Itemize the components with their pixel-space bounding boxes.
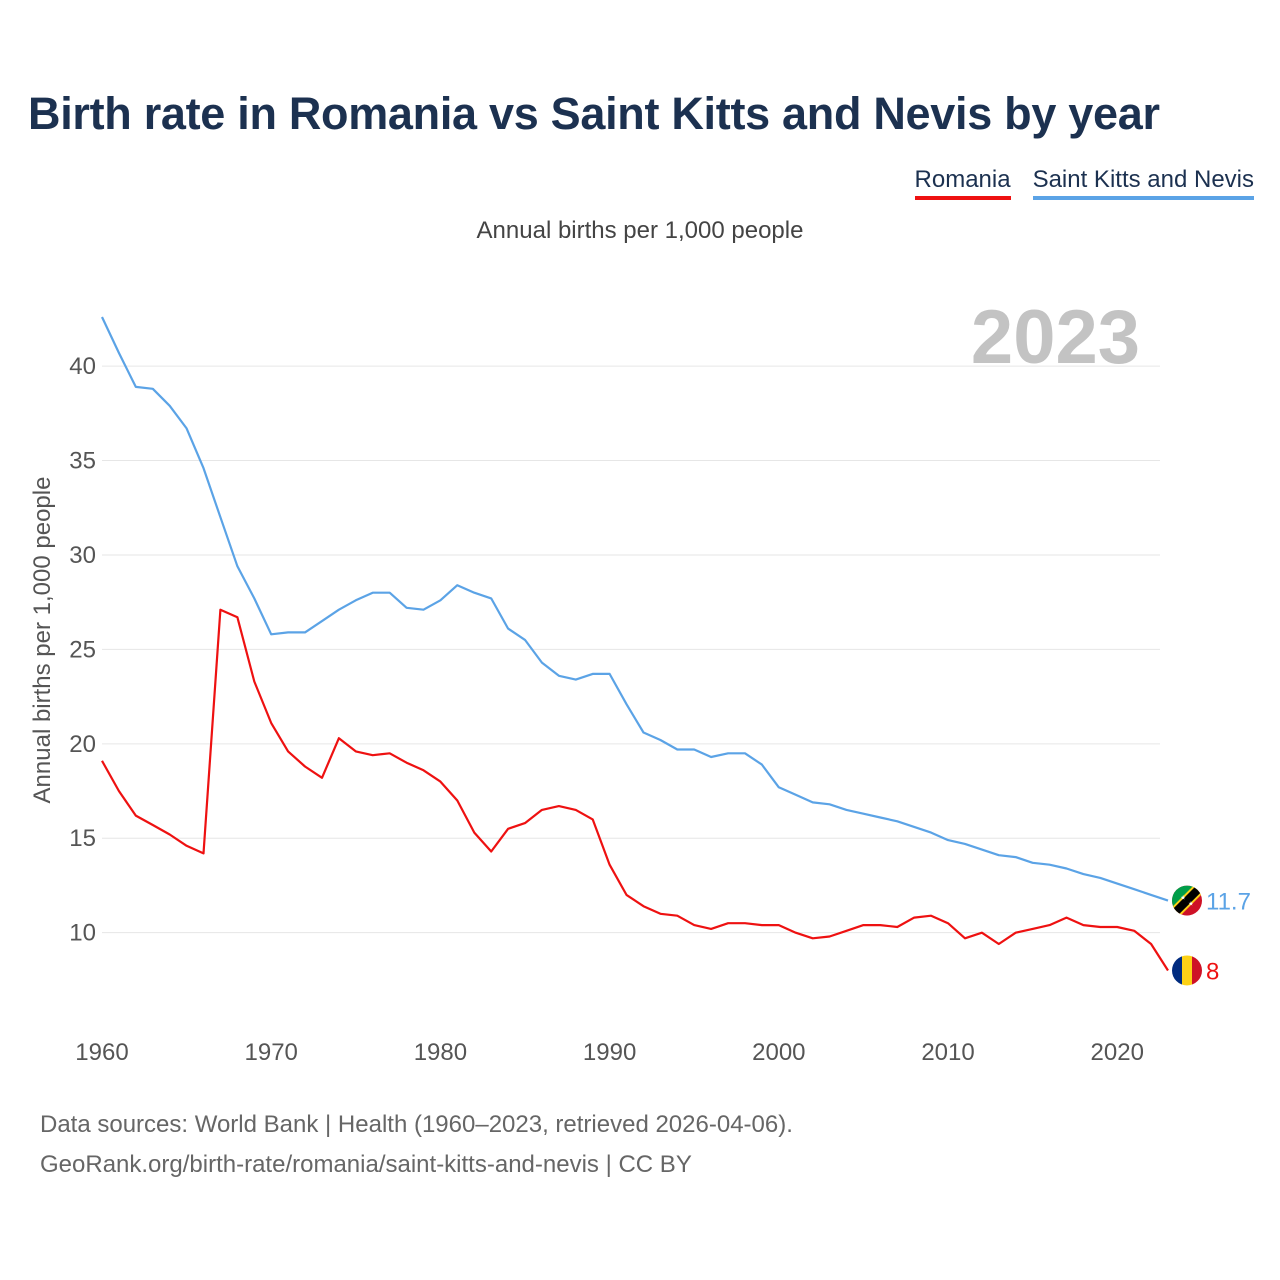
svg-text:★: ★ <box>1188 901 1193 908</box>
end-label-romania: 8 <box>1206 958 1219 985</box>
y-axis-ticks: 10 15 20 25 30 35 40 <box>69 353 96 947</box>
y-tick-label: 35 <box>69 448 96 475</box>
end-markers: ★ ★ <box>1172 885 1202 986</box>
x-axis-ticks: 1960 1970 1980 1990 2000 2010 2020 <box>75 1039 1144 1066</box>
x-tick-label: 2010 <box>921 1039 974 1066</box>
y-axis-label: Annual births per 1,000 people <box>29 477 56 804</box>
gridlines <box>102 365 1160 934</box>
x-tick-label: 1960 <box>75 1039 128 1066</box>
romania-flag-icon <box>1172 955 1202 986</box>
x-tick-label: 2020 <box>1091 1039 1144 1066</box>
saint-kitts-and-nevis-flag-icon: ★ ★ <box>1172 885 1202 916</box>
y-tick-label: 30 <box>69 542 96 569</box>
series-lines <box>101 316 1169 972</box>
y-tick-label: 10 <box>69 920 96 947</box>
x-tick-label: 1990 <box>583 1039 636 1066</box>
x-tick-label: 1970 <box>245 1039 298 1066</box>
footer: Data sources: World Bank | Health (1960–… <box>40 1105 793 1185</box>
y-tick-label: 15 <box>69 825 96 852</box>
footer-sources: Data sources: World Bank | Health (1960–… <box>40 1111 793 1138</box>
chart-subtitle: Annual births per 1,000 people <box>476 217 804 244</box>
legend-item-romania[interactable]: Romania <box>914 166 1011 200</box>
series-line-romania[interactable] <box>101 608 1169 972</box>
y-tick-label: 25 <box>69 636 96 663</box>
footer-link[interactable]: GeoRank.org/birth-rate/romania/saint-kit… <box>40 1151 692 1178</box>
end-label-saint-kitts-and-nevis: 11.7 <box>1206 889 1251 916</box>
y-tick-label: 20 <box>69 731 96 758</box>
legend: Romania Saint Kitts and Nevis <box>914 166 1254 200</box>
chart-title: Birth rate in Romania vs Saint Kitts and… <box>28 88 1160 139</box>
series-line-saint-kitts-and-nevis[interactable] <box>101 316 1169 902</box>
y-tick-label: 40 <box>69 353 96 380</box>
x-tick-label: 1980 <box>414 1039 467 1066</box>
svg-text:★: ★ <box>1180 895 1185 902</box>
legend-item-saint-kitts-and-nevis[interactable]: Saint Kitts and Nevis <box>1032 166 1254 200</box>
x-tick-label: 2000 <box>752 1039 805 1066</box>
